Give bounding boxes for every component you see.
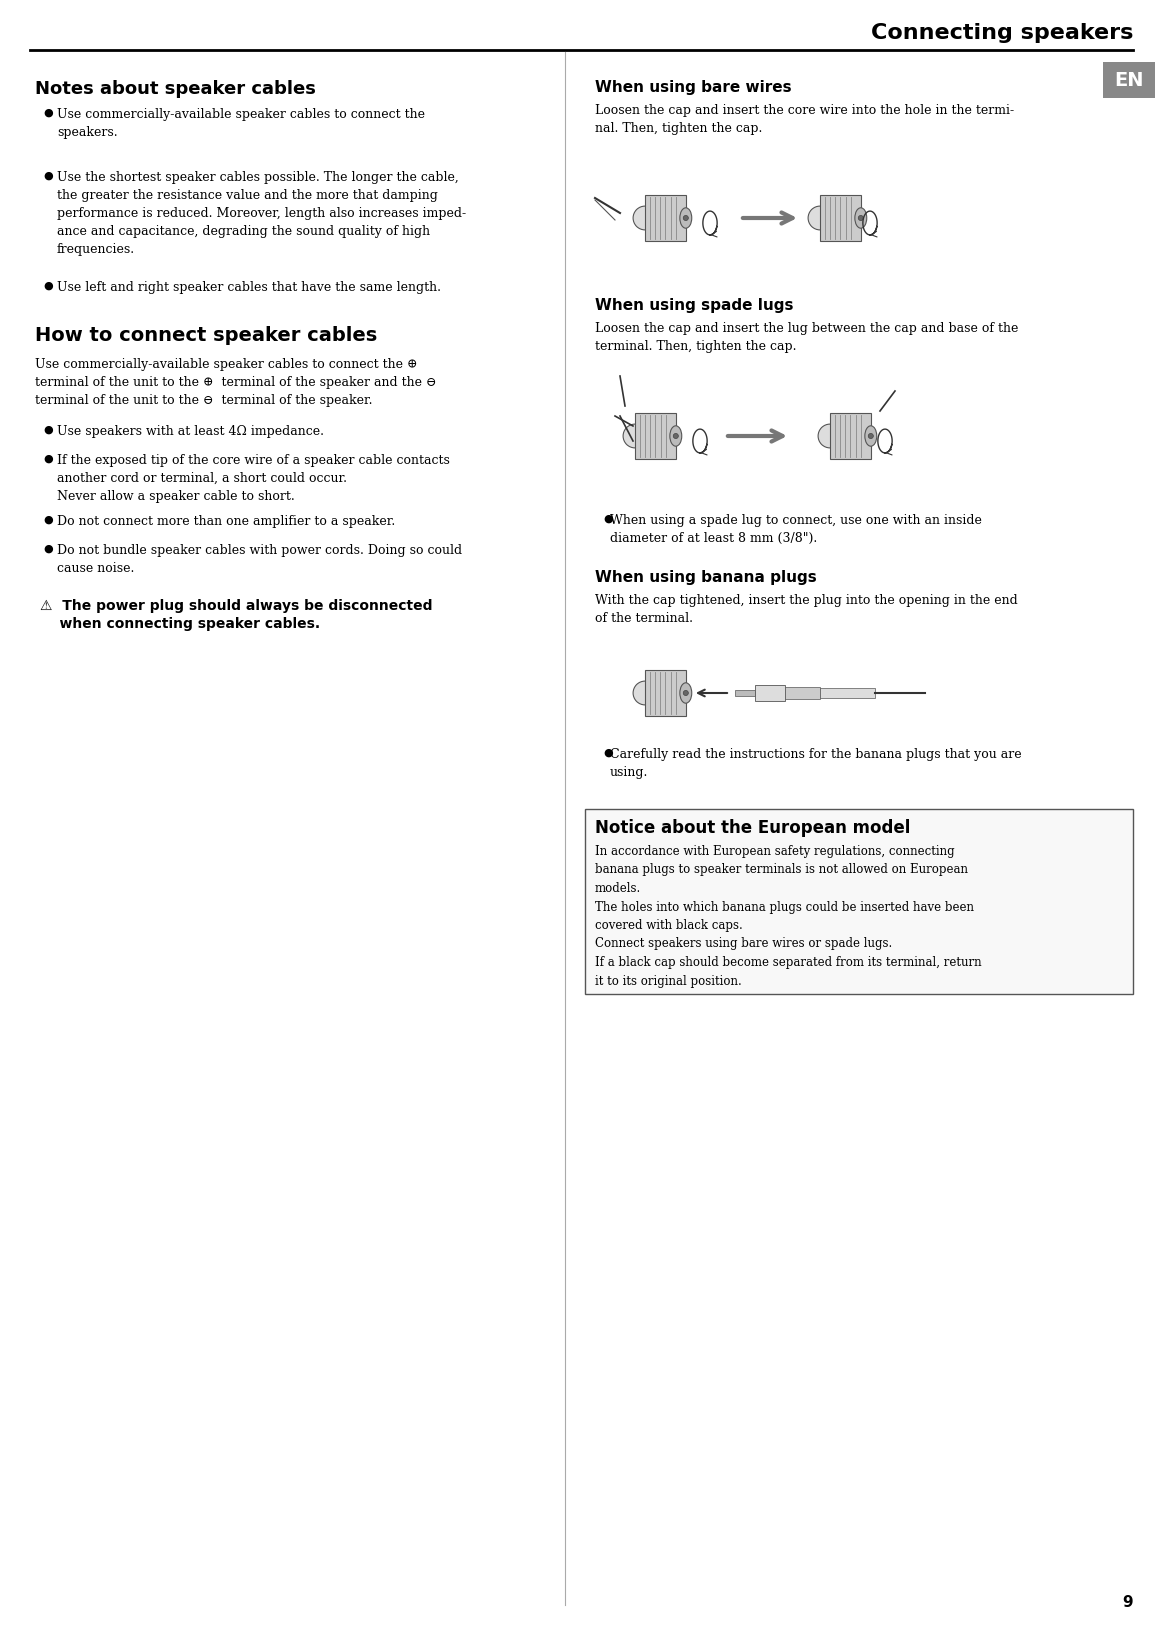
Bar bbox=[585, 808, 1133, 994]
Ellipse shape bbox=[670, 425, 682, 447]
Ellipse shape bbox=[855, 207, 866, 228]
Text: When using banana plugs: When using banana plugs bbox=[595, 570, 816, 585]
Ellipse shape bbox=[633, 681, 657, 704]
Ellipse shape bbox=[633, 205, 657, 230]
Text: Do not connect more than one amplifier to a speaker.: Do not connect more than one amplifier t… bbox=[57, 515, 395, 528]
Bar bbox=[645, 670, 686, 716]
Bar bbox=[820, 194, 861, 241]
Ellipse shape bbox=[865, 425, 877, 447]
Text: Loosen the cap and insert the core wire into the hole in the termi-
nal. Then, t: Loosen the cap and insert the core wire … bbox=[595, 104, 1014, 135]
Ellipse shape bbox=[623, 424, 647, 448]
Bar bbox=[830, 412, 871, 460]
Text: ●: ● bbox=[43, 280, 52, 290]
Text: Use speakers with at least 4Ω impedance.: Use speakers with at least 4Ω impedance. bbox=[57, 424, 324, 437]
Text: 9: 9 bbox=[1122, 1596, 1133, 1610]
Text: Use commercially-available speaker cables to connect the
speakers.: Use commercially-available speaker cable… bbox=[57, 108, 424, 139]
Text: Notice about the European model: Notice about the European model bbox=[595, 818, 911, 836]
Ellipse shape bbox=[680, 683, 692, 703]
Text: ●: ● bbox=[43, 424, 52, 435]
Bar bbox=[755, 685, 785, 701]
Text: ●: ● bbox=[43, 544, 52, 554]
Bar bbox=[1103, 62, 1155, 98]
Text: Use left and right speaker cables that have the same length.: Use left and right speaker cables that h… bbox=[57, 280, 441, 293]
Bar bbox=[820, 688, 875, 698]
Text: Notes about speaker cables: Notes about speaker cables bbox=[35, 80, 316, 98]
Ellipse shape bbox=[680, 207, 692, 228]
Text: Loosen the cap and insert the lug between the cap and base of the
terminal. Then: Loosen the cap and insert the lug betwee… bbox=[595, 323, 1019, 354]
Ellipse shape bbox=[683, 691, 688, 696]
Ellipse shape bbox=[869, 434, 873, 438]
Text: ●: ● bbox=[602, 748, 613, 758]
Text: EN: EN bbox=[1114, 70, 1143, 90]
Bar bbox=[645, 194, 686, 241]
Bar bbox=[735, 689, 755, 696]
Text: Carefully read the instructions for the banana plugs that you are
using.: Carefully read the instructions for the … bbox=[611, 748, 1021, 779]
Ellipse shape bbox=[683, 215, 688, 220]
Text: How to connect speaker cables: How to connect speaker cables bbox=[35, 326, 377, 346]
Text: If the exposed tip of the core wire of a speaker cable contacts
another cord or : If the exposed tip of the core wire of a… bbox=[57, 455, 450, 504]
Bar bbox=[635, 412, 676, 460]
Text: ●: ● bbox=[43, 171, 52, 181]
Ellipse shape bbox=[673, 434, 678, 438]
Ellipse shape bbox=[858, 215, 863, 220]
Text: In accordance with European safety regulations, connecting
banana plugs to speak: In accordance with European safety regul… bbox=[595, 844, 982, 988]
Ellipse shape bbox=[818, 424, 842, 448]
Bar bbox=[785, 686, 820, 699]
Text: When using bare wires: When using bare wires bbox=[595, 80, 792, 95]
Text: ●: ● bbox=[602, 513, 613, 523]
Text: When using a spade lug to connect, use one with an inside
diameter of at least 8: When using a spade lug to connect, use o… bbox=[611, 513, 982, 544]
Text: ●: ● bbox=[43, 108, 52, 117]
Text: Do not bundle speaker cables with power cords. Doing so could
cause noise.: Do not bundle speaker cables with power … bbox=[57, 544, 462, 575]
Text: Connecting speakers: Connecting speakers bbox=[871, 23, 1133, 42]
Text: ●: ● bbox=[43, 515, 52, 525]
Text: With the cap tightened, insert the plug into the opening in the end
of the termi: With the cap tightened, insert the plug … bbox=[595, 593, 1018, 624]
Text: When using spade lugs: When using spade lugs bbox=[595, 298, 793, 313]
Text: Use commercially-available speaker cables to connect the ⊕
terminal of the unit : Use commercially-available speaker cable… bbox=[35, 359, 436, 408]
Text: ⚠  The power plug should always be disconnected
    when connecting speaker cabl: ⚠ The power plug should always be discon… bbox=[40, 598, 433, 631]
Ellipse shape bbox=[808, 205, 832, 230]
Text: Use the shortest speaker cables possible. The longer the cable,
the greater the : Use the shortest speaker cables possible… bbox=[57, 171, 466, 256]
Text: ●: ● bbox=[43, 455, 52, 465]
